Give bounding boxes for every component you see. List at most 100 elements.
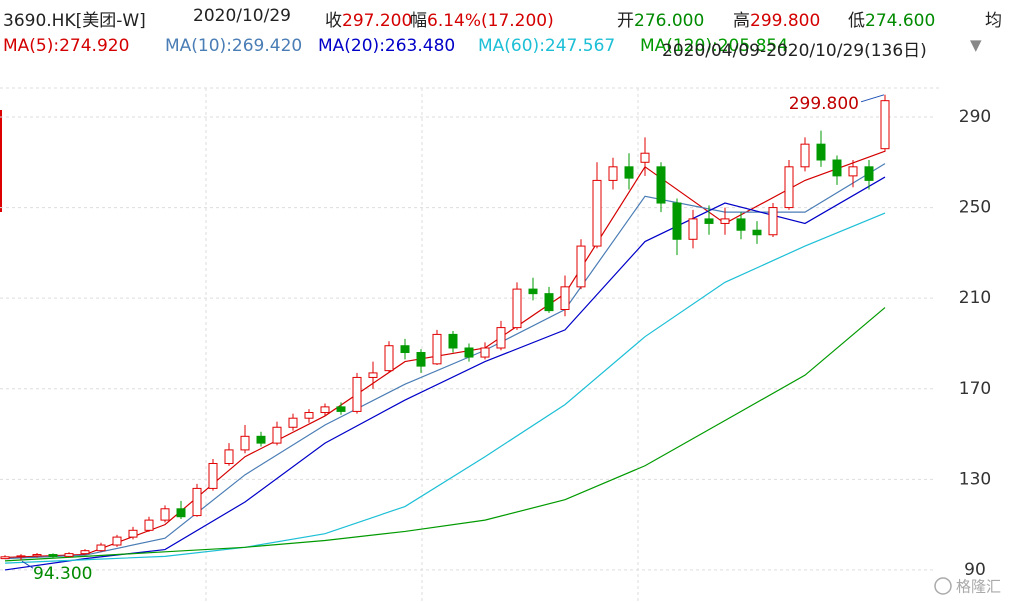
quote-label: 开	[617, 11, 634, 31]
candle	[752, 221, 762, 244]
quote-value: 6.14%(17.200)	[427, 11, 554, 31]
y-tick-label: 170	[959, 379, 991, 399]
candle-body	[240, 435, 250, 451]
annotation-pointer	[21, 560, 34, 569]
candle	[16, 554, 26, 561]
candle	[592, 162, 602, 249]
candle-body	[864, 166, 874, 181]
candle-body	[112, 536, 122, 546]
y-tick-label: 250	[959, 198, 991, 218]
candle-body	[272, 426, 282, 444]
quote-item: 高299.800	[733, 6, 820, 31]
quote-label: 低	[848, 11, 865, 31]
quote-item: 均	[985, 6, 1002, 31]
quote-item: 低274.600	[848, 6, 935, 31]
candle	[736, 212, 746, 240]
candle	[64, 552, 74, 557]
candle-body	[768, 207, 778, 236]
low-annotation: 94.300	[33, 564, 92, 584]
candle-body	[720, 218, 730, 224]
candle	[112, 534, 122, 547]
candle-body	[208, 462, 218, 489]
quote-label: 高	[733, 11, 750, 31]
candle	[512, 282, 522, 330]
candle-body	[416, 352, 426, 367]
candle	[288, 413, 298, 431]
candle	[240, 424, 250, 454]
candle	[784, 160, 794, 210]
ma-legend-entry: MA(20):263.480	[318, 36, 456, 56]
candle-body	[544, 293, 554, 312]
candle-body	[352, 376, 362, 412]
candle-body	[528, 288, 538, 295]
candle-body	[432, 333, 442, 365]
candle-body	[880, 100, 890, 150]
candle-body	[304, 412, 314, 419]
candle-body	[448, 333, 458, 349]
candle-body	[800, 143, 810, 168]
candle	[448, 331, 458, 353]
candle-body	[128, 529, 138, 538]
candle-body	[784, 166, 794, 209]
candle-body	[480, 347, 490, 358]
candle	[96, 542, 106, 552]
candle-body	[176, 508, 186, 518]
ma-line	[4, 212, 886, 564]
date: 2020/10/29	[193, 6, 291, 26]
candle-body	[576, 245, 586, 288]
candle-body	[160, 508, 170, 521]
candle-body	[80, 550, 90, 555]
candle	[224, 443, 234, 466]
candle	[128, 526, 138, 540]
candle	[144, 516, 154, 532]
candle-body	[736, 218, 746, 231]
candle-body	[704, 218, 714, 224]
candle	[528, 277, 538, 301]
candle-body	[96, 544, 106, 552]
candle	[720, 207, 730, 235]
candle	[176, 500, 186, 519]
quote-value: 274.600	[865, 11, 936, 31]
candle-body	[288, 417, 298, 428]
candle-body	[16, 555, 26, 558]
candle	[848, 160, 858, 188]
candle	[160, 505, 170, 523]
candle-body	[192, 487, 202, 517]
quote-label: 幅	[410, 11, 427, 31]
candle	[880, 94, 890, 152]
candle	[576, 239, 586, 290]
candle-body	[256, 435, 266, 444]
candle	[0, 555, 10, 560]
candle-body	[752, 229, 762, 236]
high-annotation: 299.800	[789, 94, 859, 114]
candle-body	[224, 449, 234, 464]
y-tick-label: 90	[964, 560, 986, 580]
annotation-pointer	[860, 94, 885, 103]
candle	[272, 421, 282, 446]
candle	[304, 409, 314, 423]
candle-body	[848, 166, 858, 177]
y-tick-label: 130	[959, 469, 991, 489]
candle	[416, 349, 426, 373]
candle	[384, 341, 394, 373]
candle-body	[320, 406, 330, 414]
candle-body	[816, 143, 826, 161]
candle-body	[144, 519, 154, 531]
candle-body	[624, 166, 634, 179]
candle	[544, 286, 554, 313]
candle-body	[672, 202, 682, 240]
ma-line	[4, 307, 886, 562]
candle	[816, 130, 826, 167]
candle-body	[560, 286, 570, 310]
candle	[560, 275, 570, 317]
quote-item: 开276.000	[617, 6, 704, 31]
candle	[32, 552, 42, 558]
y-tick-label: 210	[959, 288, 991, 308]
quote-label: 均	[985, 11, 1002, 31]
ma-legend-entry: MA(60):247.567	[478, 36, 616, 56]
candle	[656, 162, 666, 213]
candle-body	[832, 159, 842, 177]
watermark-logo	[934, 577, 952, 595]
candle-body	[32, 554, 42, 557]
dropdown-arrow[interactable]: ▼	[970, 36, 982, 54]
